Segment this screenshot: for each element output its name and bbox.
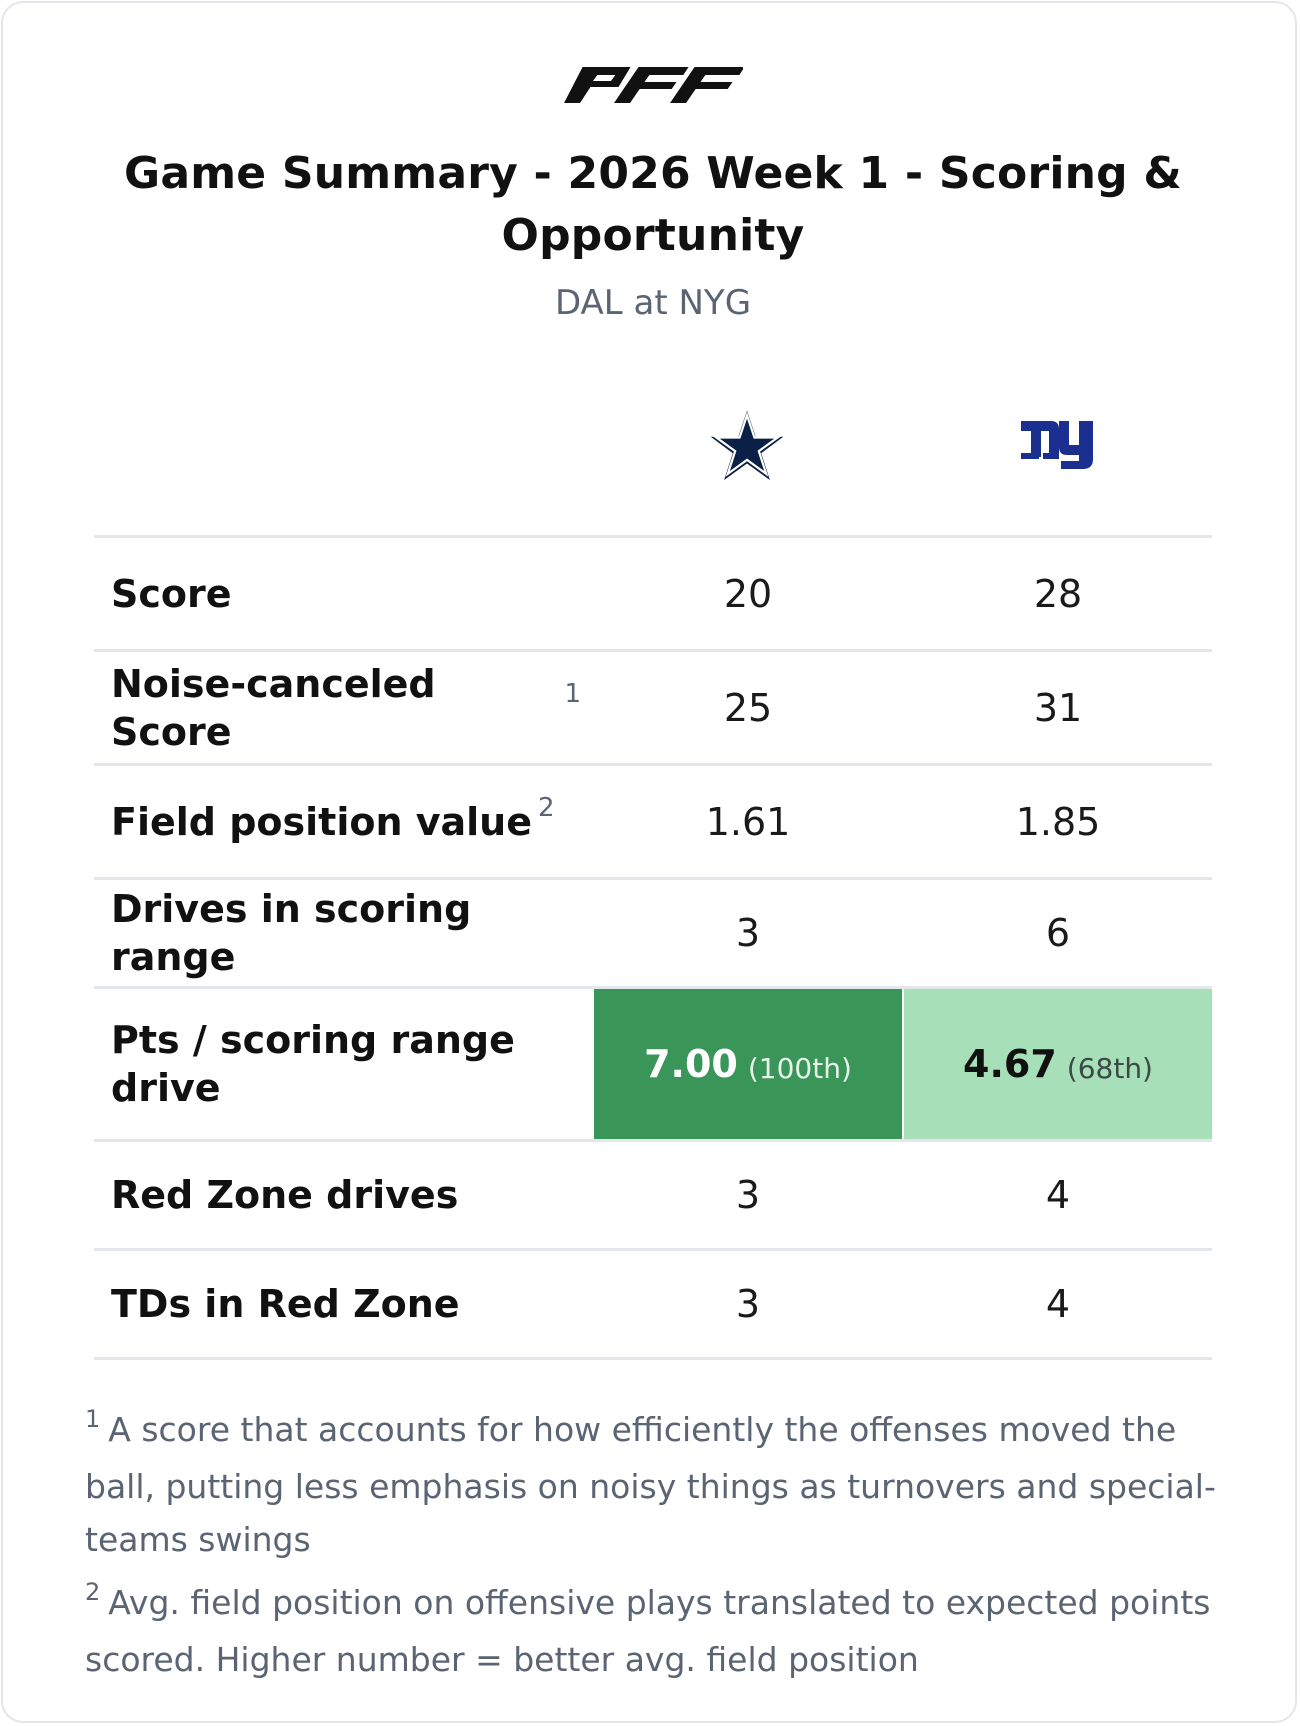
row-label: Drives in scoring range <box>111 887 472 979</box>
dal-value: 3 <box>735 1173 761 1217</box>
footnote-number: 1 <box>85 1405 101 1433</box>
nyg-value: 28 <box>1033 571 1083 616</box>
table-row: Pts / scoring range drive 7.00 (100th) 4… <box>94 986 1212 1139</box>
footnote-number: 2 <box>85 1578 101 1606</box>
table-row: TDs in Red Zone 3 4 <box>94 1248 1212 1360</box>
dal-value: 1.61 <box>705 799 791 844</box>
row-label: TDs in Red Zone <box>111 1282 460 1326</box>
nyg-percentile: (68th) <box>1066 1051 1153 1085</box>
footnote-text: A score that accounts for how efficientl… <box>85 1410 1216 1559</box>
dal-value: 20 <box>723 571 773 616</box>
page-title: Game Summary - 2026 Week 1 - Scoring & O… <box>124 148 1182 261</box>
row-label: Red Zone drives <box>111 1173 459 1217</box>
row-label: Pts / scoring range drive <box>111 1018 515 1110</box>
footnote-ref: 1 <box>564 678 581 709</box>
table-row: Field position value 2 1.61 1.85 <box>94 763 1212 877</box>
dal-value: 25 <box>723 685 773 730</box>
nyg-value: 31 <box>1033 685 1083 730</box>
nyg-value: 4 <box>1045 1173 1071 1217</box>
nyg-value: 4.67 <box>963 1042 1057 1086</box>
dal-value: 3 <box>735 1282 761 1326</box>
footnote-ref: 2 <box>538 792 555 823</box>
dal-value: 3 <box>735 911 761 955</box>
nyg-value: 1.85 <box>1015 799 1101 844</box>
table-row: Score 20 28 <box>94 535 1212 649</box>
nyg-value: 4 <box>1045 1282 1071 1326</box>
dal-value: 7.00 <box>644 1042 738 1086</box>
row-label: Field position value 2 <box>111 766 581 877</box>
matchup-subtitle: DAL at NYG <box>554 283 752 323</box>
dal-value-highlight: 7.00 (100th) <box>594 989 902 1139</box>
ny-logo <box>1021 421 1093 469</box>
stats-table: Score 20 28 Noise-canceled Score 1 25 31 … <box>94 535 1212 1360</box>
nyg-value-highlight: 4.67 (68th) <box>904 989 1212 1139</box>
table-row: Red Zone drives 3 4 <box>94 1139 1212 1248</box>
pff-logo <box>564 67 743 103</box>
table-row: Drives in scoring range 3 6 <box>94 877 1212 986</box>
star-icon <box>703 403 791 487</box>
row-label: Noise-canceled Score 1 <box>111 661 581 754</box>
row-label: Score <box>111 571 232 616</box>
nyg-value: 6 <box>1045 911 1071 955</box>
footnote-text: Avg. field position on offensive plays t… <box>85 1583 1211 1679</box>
footnote-2: 2 Avg. field position on offensive plays … <box>85 1576 1235 1686</box>
table-row: Noise-canceled Score 1 25 31 <box>94 649 1212 763</box>
dal-percentile: (100th) <box>747 1051 852 1085</box>
